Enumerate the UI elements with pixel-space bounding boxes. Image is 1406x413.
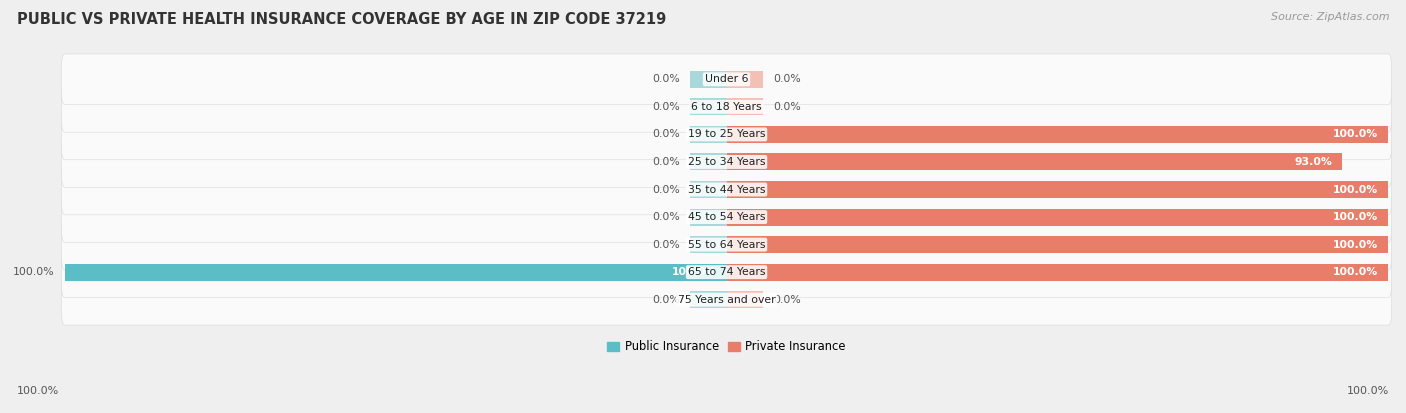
Bar xyxy=(727,153,1341,171)
Text: 100.0%: 100.0% xyxy=(671,267,717,277)
Text: 100.0%: 100.0% xyxy=(1347,387,1389,396)
Bar xyxy=(690,98,727,115)
Text: 0.0%: 0.0% xyxy=(652,185,681,195)
Text: 0.0%: 0.0% xyxy=(652,295,681,305)
FancyBboxPatch shape xyxy=(62,192,1392,242)
Text: 100.0%: 100.0% xyxy=(1333,240,1378,249)
Bar xyxy=(690,291,727,308)
Text: 0.0%: 0.0% xyxy=(652,212,681,222)
Text: 100.0%: 100.0% xyxy=(17,387,59,396)
Text: 75 Years and over: 75 Years and over xyxy=(678,295,775,305)
Bar xyxy=(727,126,1388,143)
Bar xyxy=(727,71,763,88)
Text: 0.0%: 0.0% xyxy=(773,295,800,305)
Text: 55 to 64 Years: 55 to 64 Years xyxy=(688,240,765,249)
Text: 65 to 74 Years: 65 to 74 Years xyxy=(688,267,765,277)
Bar xyxy=(727,236,1388,253)
Bar xyxy=(727,98,763,115)
FancyBboxPatch shape xyxy=(62,109,1392,160)
Text: 19 to 25 Years: 19 to 25 Years xyxy=(688,129,765,140)
Text: Source: ZipAtlas.com: Source: ZipAtlas.com xyxy=(1271,12,1389,22)
Text: 0.0%: 0.0% xyxy=(652,102,681,112)
Text: 35 to 44 Years: 35 to 44 Years xyxy=(688,185,765,195)
Text: 25 to 34 Years: 25 to 34 Years xyxy=(688,157,765,167)
Text: 6 to 18 Years: 6 to 18 Years xyxy=(692,102,762,112)
Bar xyxy=(690,181,727,198)
Bar xyxy=(727,209,1388,225)
Bar xyxy=(690,126,727,143)
Text: 45 to 54 Years: 45 to 54 Years xyxy=(688,212,765,222)
Text: 93.0%: 93.0% xyxy=(1294,157,1331,167)
Legend: Public Insurance, Private Insurance: Public Insurance, Private Insurance xyxy=(603,336,851,358)
Text: 0.0%: 0.0% xyxy=(773,74,800,84)
Bar xyxy=(727,181,1388,198)
Bar xyxy=(727,263,1388,281)
FancyBboxPatch shape xyxy=(62,219,1392,270)
Bar xyxy=(727,291,763,308)
FancyBboxPatch shape xyxy=(62,164,1392,215)
Text: PUBLIC VS PRIVATE HEALTH INSURANCE COVERAGE BY AGE IN ZIP CODE 37219: PUBLIC VS PRIVATE HEALTH INSURANCE COVER… xyxy=(17,12,666,27)
Bar xyxy=(690,236,727,253)
FancyBboxPatch shape xyxy=(62,274,1392,325)
Bar xyxy=(65,263,727,281)
Text: 100.0%: 100.0% xyxy=(1333,129,1378,140)
FancyBboxPatch shape xyxy=(62,247,1392,297)
FancyBboxPatch shape xyxy=(62,81,1392,132)
Text: 0.0%: 0.0% xyxy=(652,157,681,167)
FancyBboxPatch shape xyxy=(62,54,1392,104)
Bar xyxy=(690,209,727,225)
FancyBboxPatch shape xyxy=(62,137,1392,188)
Bar xyxy=(690,71,727,88)
Text: Under 6: Under 6 xyxy=(704,74,748,84)
Bar xyxy=(690,153,727,171)
Text: 100.0%: 100.0% xyxy=(1333,185,1378,195)
Text: 100.0%: 100.0% xyxy=(1333,267,1378,277)
Text: 0.0%: 0.0% xyxy=(652,240,681,249)
Text: 0.0%: 0.0% xyxy=(773,102,800,112)
Text: 100.0%: 100.0% xyxy=(13,267,55,277)
Text: 0.0%: 0.0% xyxy=(652,129,681,140)
Text: 100.0%: 100.0% xyxy=(1333,212,1378,222)
Text: 0.0%: 0.0% xyxy=(652,74,681,84)
